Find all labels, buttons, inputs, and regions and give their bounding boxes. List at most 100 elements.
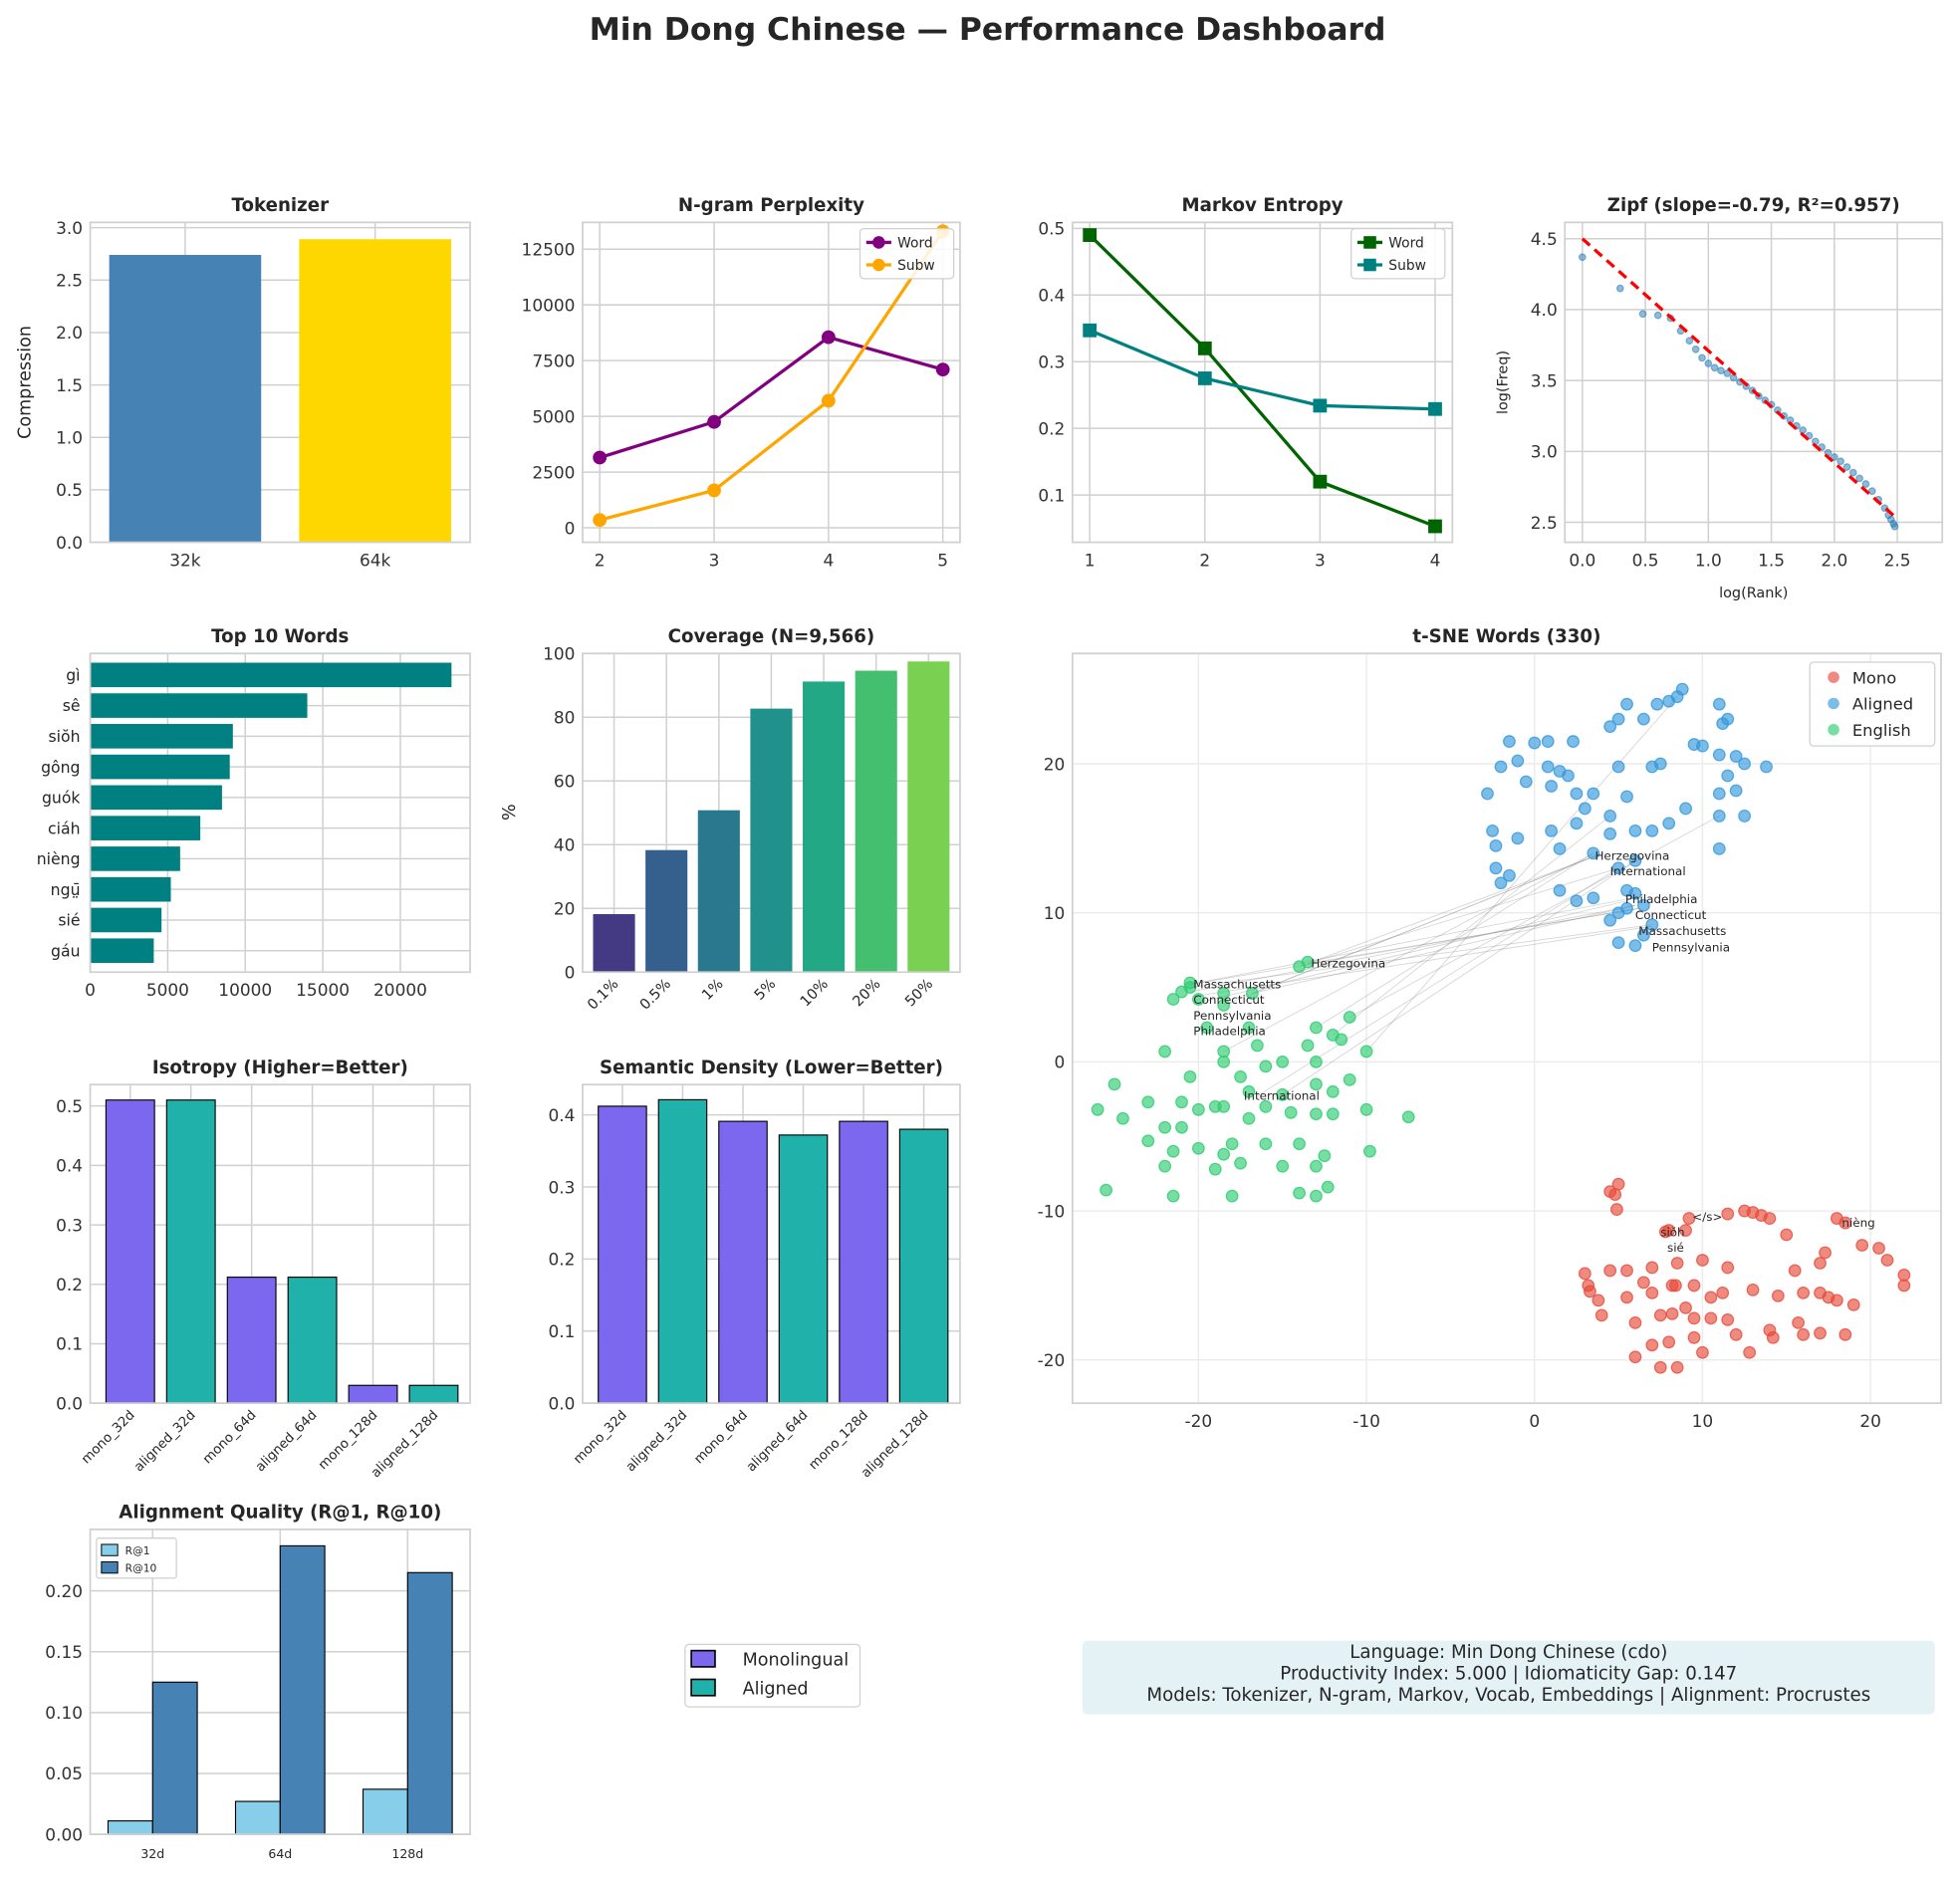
coverage-title: Coverage (N=9,566) xyxy=(668,626,875,647)
legend-label: Mono xyxy=(1852,668,1896,687)
tsne-point-mono xyxy=(1584,1285,1596,1298)
tsne-point-aligned xyxy=(1712,841,1726,855)
y-tick-label: 0.05 xyxy=(45,1764,83,1783)
tsne-word-label: Pennsylvania xyxy=(1652,940,1730,954)
legend-label: R@1 xyxy=(125,1544,150,1557)
x-tick-label: 5000 xyxy=(146,980,189,1000)
y-tick-label: 0 xyxy=(565,518,576,538)
x-tick-label: 10 xyxy=(1692,1411,1714,1431)
bar-aligned_32d xyxy=(657,1098,708,1404)
y-tick-label: ciáh xyxy=(48,819,81,837)
alignment-link xyxy=(1189,907,1639,985)
point-subw xyxy=(1197,371,1212,385)
tsne-point-mono xyxy=(1792,1315,1805,1329)
tsne-chart: t-SNE Words (330) -20 -10 0 10 20 -20 -10 0 10 20 H… xyxy=(1038,626,1942,1431)
tsne-point-mono xyxy=(1628,1315,1642,1329)
x-tick-label: 2.0 xyxy=(1821,550,1847,570)
legend-frame xyxy=(1809,661,1936,747)
isotropy-title: Isotropy (Higher=Better) xyxy=(152,1058,408,1078)
alignment-link xyxy=(1307,855,1595,965)
y-tick-label: 40 xyxy=(554,835,576,855)
y-tick-label: 0.15 xyxy=(45,1642,83,1662)
tsne-point-aligned xyxy=(1611,760,1625,774)
tsne-point-aligned xyxy=(1628,886,1642,900)
y-tick-label: 0.2 xyxy=(548,1250,575,1270)
tsne-word-label: Pennsylvania xyxy=(1193,1009,1271,1023)
tsne-word-label: Philadelphia xyxy=(1625,892,1698,906)
bar-gì xyxy=(90,662,452,688)
tsne-point-aligned xyxy=(1760,760,1773,774)
bar-sê xyxy=(90,693,308,718)
x-tick-label: 1 xyxy=(1085,550,1096,570)
tsne-point-aligned xyxy=(1653,757,1667,771)
x-tick-label: 128d xyxy=(391,1846,423,1861)
legend-label-aligned: Aligned xyxy=(743,1680,809,1700)
point-word xyxy=(1197,341,1212,355)
tsne-point-aligned xyxy=(1721,712,1735,726)
legend-marker xyxy=(872,236,885,249)
tsne-point-mono xyxy=(1696,1254,1709,1267)
zipf-point xyxy=(1653,311,1662,320)
tsne-point-english xyxy=(1301,1039,1315,1053)
zipf-chart: Zipf (slope=-0.79, R²=0.957) 2.5 3.0 3.5 4.0… xyxy=(1496,195,1944,601)
point-subw xyxy=(821,393,836,408)
alignment-link xyxy=(1189,904,1636,993)
bar-0.1% xyxy=(593,914,635,973)
bar-aligned_32d xyxy=(165,1099,216,1404)
legend-label: Subw xyxy=(1388,258,1426,274)
tsne-axes-frame xyxy=(1071,652,1942,1405)
y-tick-label: 1.5 xyxy=(56,375,83,395)
tsne-point-english xyxy=(1208,1162,1222,1176)
tsne-point-aligned xyxy=(1603,720,1617,734)
tsne-point-aligned xyxy=(1553,841,1567,855)
tsne-point-english xyxy=(1251,1039,1264,1053)
info-box: Language: Min Dong Chinese (cdo) Product… xyxy=(1082,1640,1935,1715)
y-tick-label: 12500 xyxy=(522,239,576,259)
tsne-point-english xyxy=(1191,1102,1205,1116)
tsne-point-aligned xyxy=(1620,697,1633,711)
tsne-point-aligned xyxy=(1562,769,1575,783)
zipf-point xyxy=(1855,474,1864,483)
tsne-point-mono xyxy=(1620,1291,1633,1304)
y-tick-label: 0.0 xyxy=(548,1393,575,1413)
tsne-point-aligned xyxy=(1628,823,1642,837)
tsne-point-aligned xyxy=(1481,787,1494,801)
legend-label: Aligned xyxy=(1852,695,1913,714)
zipf-point xyxy=(1691,345,1700,353)
zipf-point xyxy=(1723,369,1732,377)
point-subw xyxy=(1083,323,1098,338)
tsne-point-english xyxy=(1343,1072,1356,1086)
point-word xyxy=(593,450,608,465)
tsne-point-english xyxy=(1343,1011,1356,1024)
legend-label: Word xyxy=(1388,235,1423,251)
y-tick-label: sié xyxy=(58,911,80,930)
y-tick-label: 3.0 xyxy=(56,218,83,238)
zipf-point xyxy=(1799,426,1808,434)
tsne-point-mono xyxy=(1645,1287,1659,1299)
y-tick-label: 3.0 xyxy=(1531,442,1558,462)
tsne-point-english xyxy=(1310,1077,1323,1091)
global-legend-frame xyxy=(684,1643,861,1708)
tsne-point-mono xyxy=(1670,1360,1684,1374)
tsne-point-english xyxy=(1191,993,1205,1006)
tsne-point-aligned xyxy=(1541,760,1555,774)
bar-0.5% xyxy=(645,849,688,973)
y-tick-label: 0.4 xyxy=(548,1105,575,1125)
tsne-word-label: Philadelphia xyxy=(1193,1024,1266,1038)
tsne-point-mono xyxy=(1608,1188,1622,1202)
tsne-point-mono xyxy=(1592,1294,1605,1307)
tsne-point-aligned xyxy=(1511,754,1525,768)
tsne-point-english xyxy=(1217,1147,1231,1161)
bar-sié xyxy=(90,907,162,933)
tsne-point-mono xyxy=(1653,1360,1667,1374)
tokenizer-chart: Tokenizer 0.0 0.5 1.0 1.5 2.0 2.5 3.0 32k 64k Comp… xyxy=(15,195,471,570)
tsne-point-aligned xyxy=(1541,735,1555,748)
tsne-point-mono xyxy=(1897,1269,1911,1282)
tsne-title: t-SNE Words (330) xyxy=(1412,626,1600,647)
point-word xyxy=(1083,228,1098,242)
zipf-point xyxy=(1890,522,1899,531)
bar-r@1-32d xyxy=(107,1820,153,1835)
x-tick-label: 0.0 xyxy=(1569,550,1595,570)
